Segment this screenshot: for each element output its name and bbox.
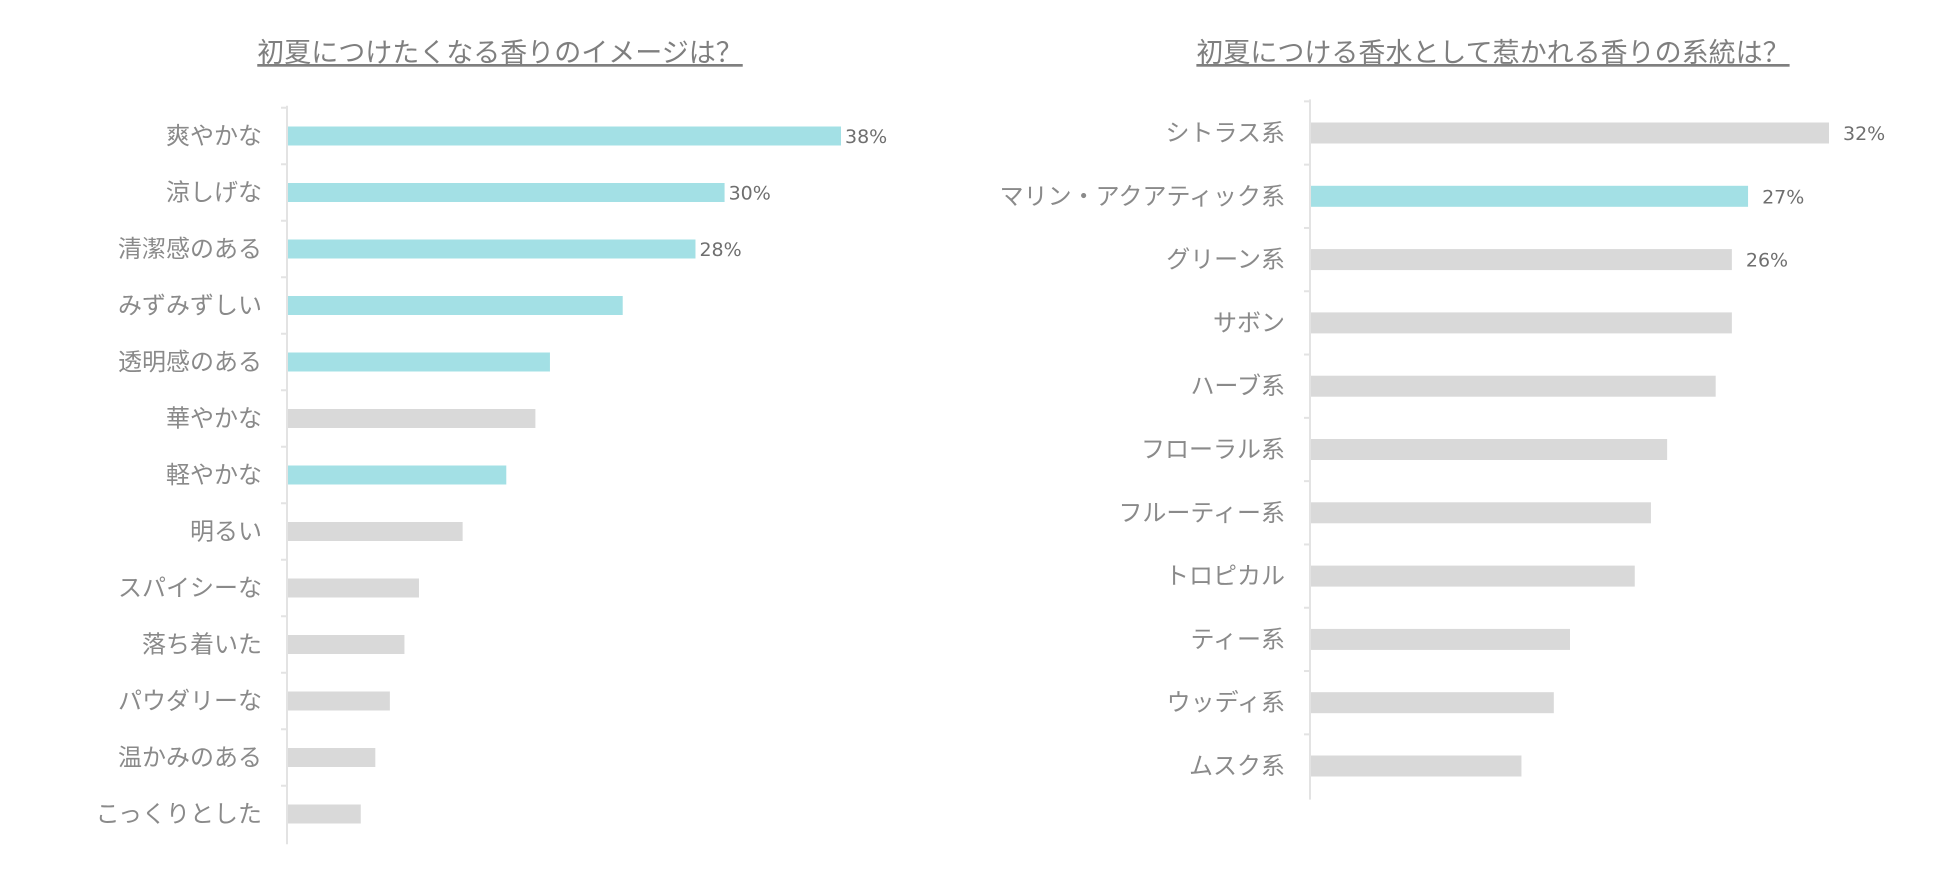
chart-title: 初夏につける香水として惹かれる香りの系統は？: [1196, 38, 1789, 69]
bar: [288, 804, 361, 824]
bar: [288, 522, 463, 541]
category-label: 涼しげな: [166, 179, 262, 207]
category-label: 軽やかな: [166, 461, 262, 489]
bar: [1311, 439, 1668, 460]
bar: [1311, 692, 1554, 714]
category-label: トロピカル: [1165, 562, 1285, 590]
bar: [288, 465, 507, 485]
chart-scent-families-preferred: 初夏につける香水として惹かれる香りの系統は？ シトラス系 32% マリン・アクアティッ…: [1000, 38, 1885, 800]
category-label: 落ち着いた: [142, 631, 262, 659]
category-label: サボン: [1213, 309, 1285, 337]
category-label: フローラル系: [1141, 436, 1285, 464]
category-label: ウッディ系: [1167, 689, 1285, 717]
bar: [288, 296, 623, 315]
category-label: 清潔感のある: [118, 235, 262, 263]
bar: [1311, 755, 1522, 777]
category-label: ティー系: [1190, 625, 1285, 653]
bar: [288, 239, 696, 259]
category-label: ハーブ系: [1190, 372, 1285, 400]
category-label: 温かみのある: [118, 744, 262, 772]
bar: [288, 126, 841, 146]
bar: [288, 635, 405, 654]
bar: [288, 409, 536, 428]
category-label: パウダリーな: [118, 687, 262, 715]
data-label: 32%: [1843, 123, 1885, 145]
category-label: シトラス系: [1165, 119, 1285, 147]
category-label: グリーン系: [1166, 246, 1285, 274]
category-label: みずみずしい: [118, 292, 262, 320]
bar: [1311, 375, 1716, 397]
category-label: 爽やかな: [166, 122, 262, 150]
bar: [288, 578, 419, 598]
bar: [1311, 122, 1829, 144]
bar: [1311, 565, 1635, 587]
bar: [1311, 249, 1732, 271]
chart-title: 初夏につけたくなる香りのイメージは？: [257, 38, 742, 69]
data-label: 30%: [729, 183, 771, 205]
category-label: 明るい: [190, 518, 262, 546]
bar: [1311, 628, 1570, 650]
category-label: マリン・アクアティック系: [1000, 182, 1285, 210]
bar: [288, 691, 390, 711]
bar: [288, 352, 550, 372]
bar: [288, 748, 376, 767]
bar: [1311, 502, 1651, 524]
category-label: スパイシーな: [118, 574, 262, 602]
bar: [1311, 185, 1749, 207]
chart-image-of-early-summer-scents: 初夏につけたくなる香りのイメージは？ 爽やかな 38% 涼しげな 30% 清潔感のある 28…: [96, 38, 887, 845]
category-label: フルーティー系: [1118, 499, 1285, 527]
bar: [1311, 312, 1732, 334]
category-label: ムスク系: [1189, 752, 1285, 780]
bar: [288, 183, 725, 202]
category-label: 透明感のある: [118, 348, 262, 376]
data-label: 38%: [845, 126, 887, 148]
data-label: 26%: [1746, 250, 1788, 272]
category-label: 華やかな: [166, 405, 262, 433]
category-label: こっくりとした: [96, 800, 262, 828]
data-label: 27%: [1762, 186, 1804, 208]
data-label: 28%: [699, 239, 741, 261]
